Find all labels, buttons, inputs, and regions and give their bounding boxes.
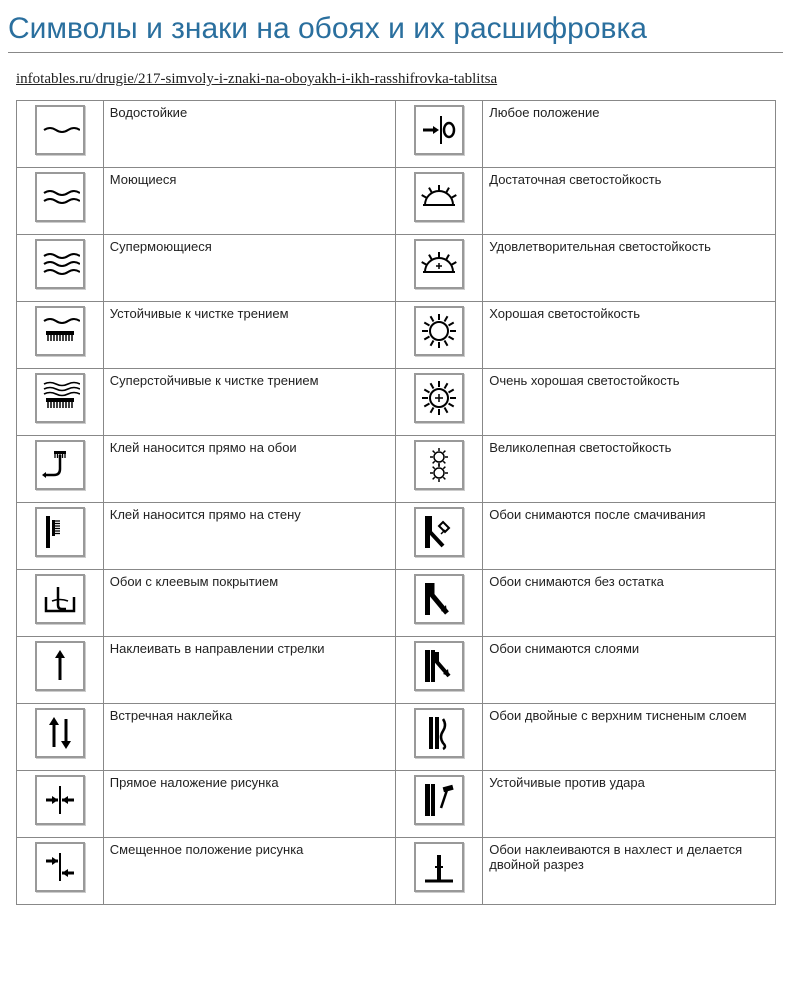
half-sun-icon — [414, 172, 464, 222]
symbol-label: Водостойкие — [103, 101, 396, 168]
symbol-icon-cell — [396, 302, 483, 369]
sun-icon — [414, 306, 464, 356]
source-url[interactable]: infotables.ru/drugie/217-simvoly-i-znaki… — [16, 71, 783, 88]
symbol-label: Очень хорошая светостойкость — [483, 369, 776, 436]
table-row: Встречная наклейка Обои двойные с верхни… — [17, 704, 776, 771]
symbol-icon-cell — [396, 637, 483, 704]
table-row: Смещенное положение рисунка Обои наклеив… — [17, 838, 776, 905]
symbol-icon-cell — [396, 503, 483, 570]
symbol-icon-cell — [396, 168, 483, 235]
symbol-label: Обои с клеевым покрытием — [103, 570, 396, 637]
symbol-label: Моющиеся — [103, 168, 396, 235]
brush-wave-3-icon — [35, 373, 85, 423]
align-straight-icon — [35, 775, 85, 825]
symbol-icon-cell — [17, 101, 104, 168]
table-row: Супермоющиеся Удовлетворительная светост… — [17, 235, 776, 302]
symbol-icon-cell — [17, 369, 104, 436]
table-row: Устойчивые к чистке трением Хорошая свето… — [17, 302, 776, 369]
symbol-icon-cell — [396, 436, 483, 503]
hammer-icon — [414, 775, 464, 825]
peel-full-icon — [414, 574, 464, 624]
page-title: Символы и знаки на обоях и их расшифровк… — [8, 12, 783, 46]
symbol-icon-cell — [396, 369, 483, 436]
symbols-table: Водостойкие Любое положениеМоющиеся Дост… — [16, 100, 776, 905]
align-offset-icon — [35, 842, 85, 892]
title-divider — [8, 52, 783, 53]
water-tray-icon — [35, 574, 85, 624]
brush-wave-1-icon — [35, 306, 85, 356]
arrow-zero-icon — [414, 105, 464, 155]
sun-plus-icon — [414, 373, 464, 423]
glue-wall-icon — [35, 507, 85, 557]
symbol-icon-cell — [396, 771, 483, 838]
symbol-label: Устойчивые против удара — [483, 771, 776, 838]
table-row: Прямое наложение рисунка Устойчивые прот… — [17, 771, 776, 838]
arrows-opposed-icon — [35, 708, 85, 758]
symbol-icon-cell — [17, 637, 104, 704]
symbol-label: Достаточная светостойкость — [483, 168, 776, 235]
peel-layers-icon — [414, 641, 464, 691]
symbol-label: Суперстойчивые к чистке трением — [103, 369, 396, 436]
symbol-icon-cell — [17, 771, 104, 838]
wave-2-icon — [35, 172, 85, 222]
symbol-label: Клей наносится прямо на стену — [103, 503, 396, 570]
symbol-icon-cell — [17, 503, 104, 570]
symbol-icon-cell — [17, 235, 104, 302]
symbol-icon-cell — [17, 302, 104, 369]
symbol-icon-cell — [396, 570, 483, 637]
symbol-icon-cell — [396, 838, 483, 905]
symbol-icon-cell — [17, 436, 104, 503]
peel-wet-icon — [414, 507, 464, 557]
symbol-label: Обои снимаются без остатка — [483, 570, 776, 637]
symbol-label: Смещенное положение рисунка — [103, 838, 396, 905]
symbol-label: Хорошая светостойкость — [483, 302, 776, 369]
symbol-icon-cell — [17, 168, 104, 235]
symbol-icon-cell — [396, 235, 483, 302]
table-row: Клей наносится прямо на обои Великолепная… — [17, 436, 776, 503]
overlap-cut-icon — [414, 842, 464, 892]
symbol-label: Обои снимаются слоями — [483, 637, 776, 704]
table-row: Обои с клеевым покрытием Обои снимаются … — [17, 570, 776, 637]
symbol-label: Обои наклеиваются в нахлест и делается д… — [483, 838, 776, 905]
wave-3-icon — [35, 239, 85, 289]
half-sun-plus-icon — [414, 239, 464, 289]
table-row: Наклеивать в направлении стрелки Обои сн… — [17, 637, 776, 704]
table-row: Водостойкие Любое положение — [17, 101, 776, 168]
symbol-label: Любое положение — [483, 101, 776, 168]
symbol-icon-cell — [17, 704, 104, 771]
glue-wallpaper-icon — [35, 440, 85, 490]
symbol-icon-cell — [396, 101, 483, 168]
table-row: Суперстойчивые к чистке трением Очень хор… — [17, 369, 776, 436]
symbol-icon-cell — [396, 704, 483, 771]
wave-1-icon — [35, 105, 85, 155]
symbol-label: Великолепная светостойкость — [483, 436, 776, 503]
symbol-label: Клей наносится прямо на обои — [103, 436, 396, 503]
symbol-label: Встречная наклейка — [103, 704, 396, 771]
symbol-label: Обои снимаются после смачивания — [483, 503, 776, 570]
symbol-label: Обои двойные с верхним тисненым слоем — [483, 704, 776, 771]
table-row: Моющиеся Достаточная светостойкость — [17, 168, 776, 235]
symbol-label: Устойчивые к чистке трением — [103, 302, 396, 369]
symbol-icon-cell — [17, 570, 104, 637]
table-row: Клей наносится прямо на стену Обои снима… — [17, 503, 776, 570]
arrow-up-icon — [35, 641, 85, 691]
double-emboss-icon — [414, 708, 464, 758]
symbol-label: Наклеивать в направлении стрелки — [103, 637, 396, 704]
symbol-label: Супермоющиеся — [103, 235, 396, 302]
symbol-label: Удовлетворительная светостойкость — [483, 235, 776, 302]
symbol-icon-cell — [17, 838, 104, 905]
symbol-label: Прямое наложение рисунка — [103, 771, 396, 838]
double-sun-icon — [414, 440, 464, 490]
